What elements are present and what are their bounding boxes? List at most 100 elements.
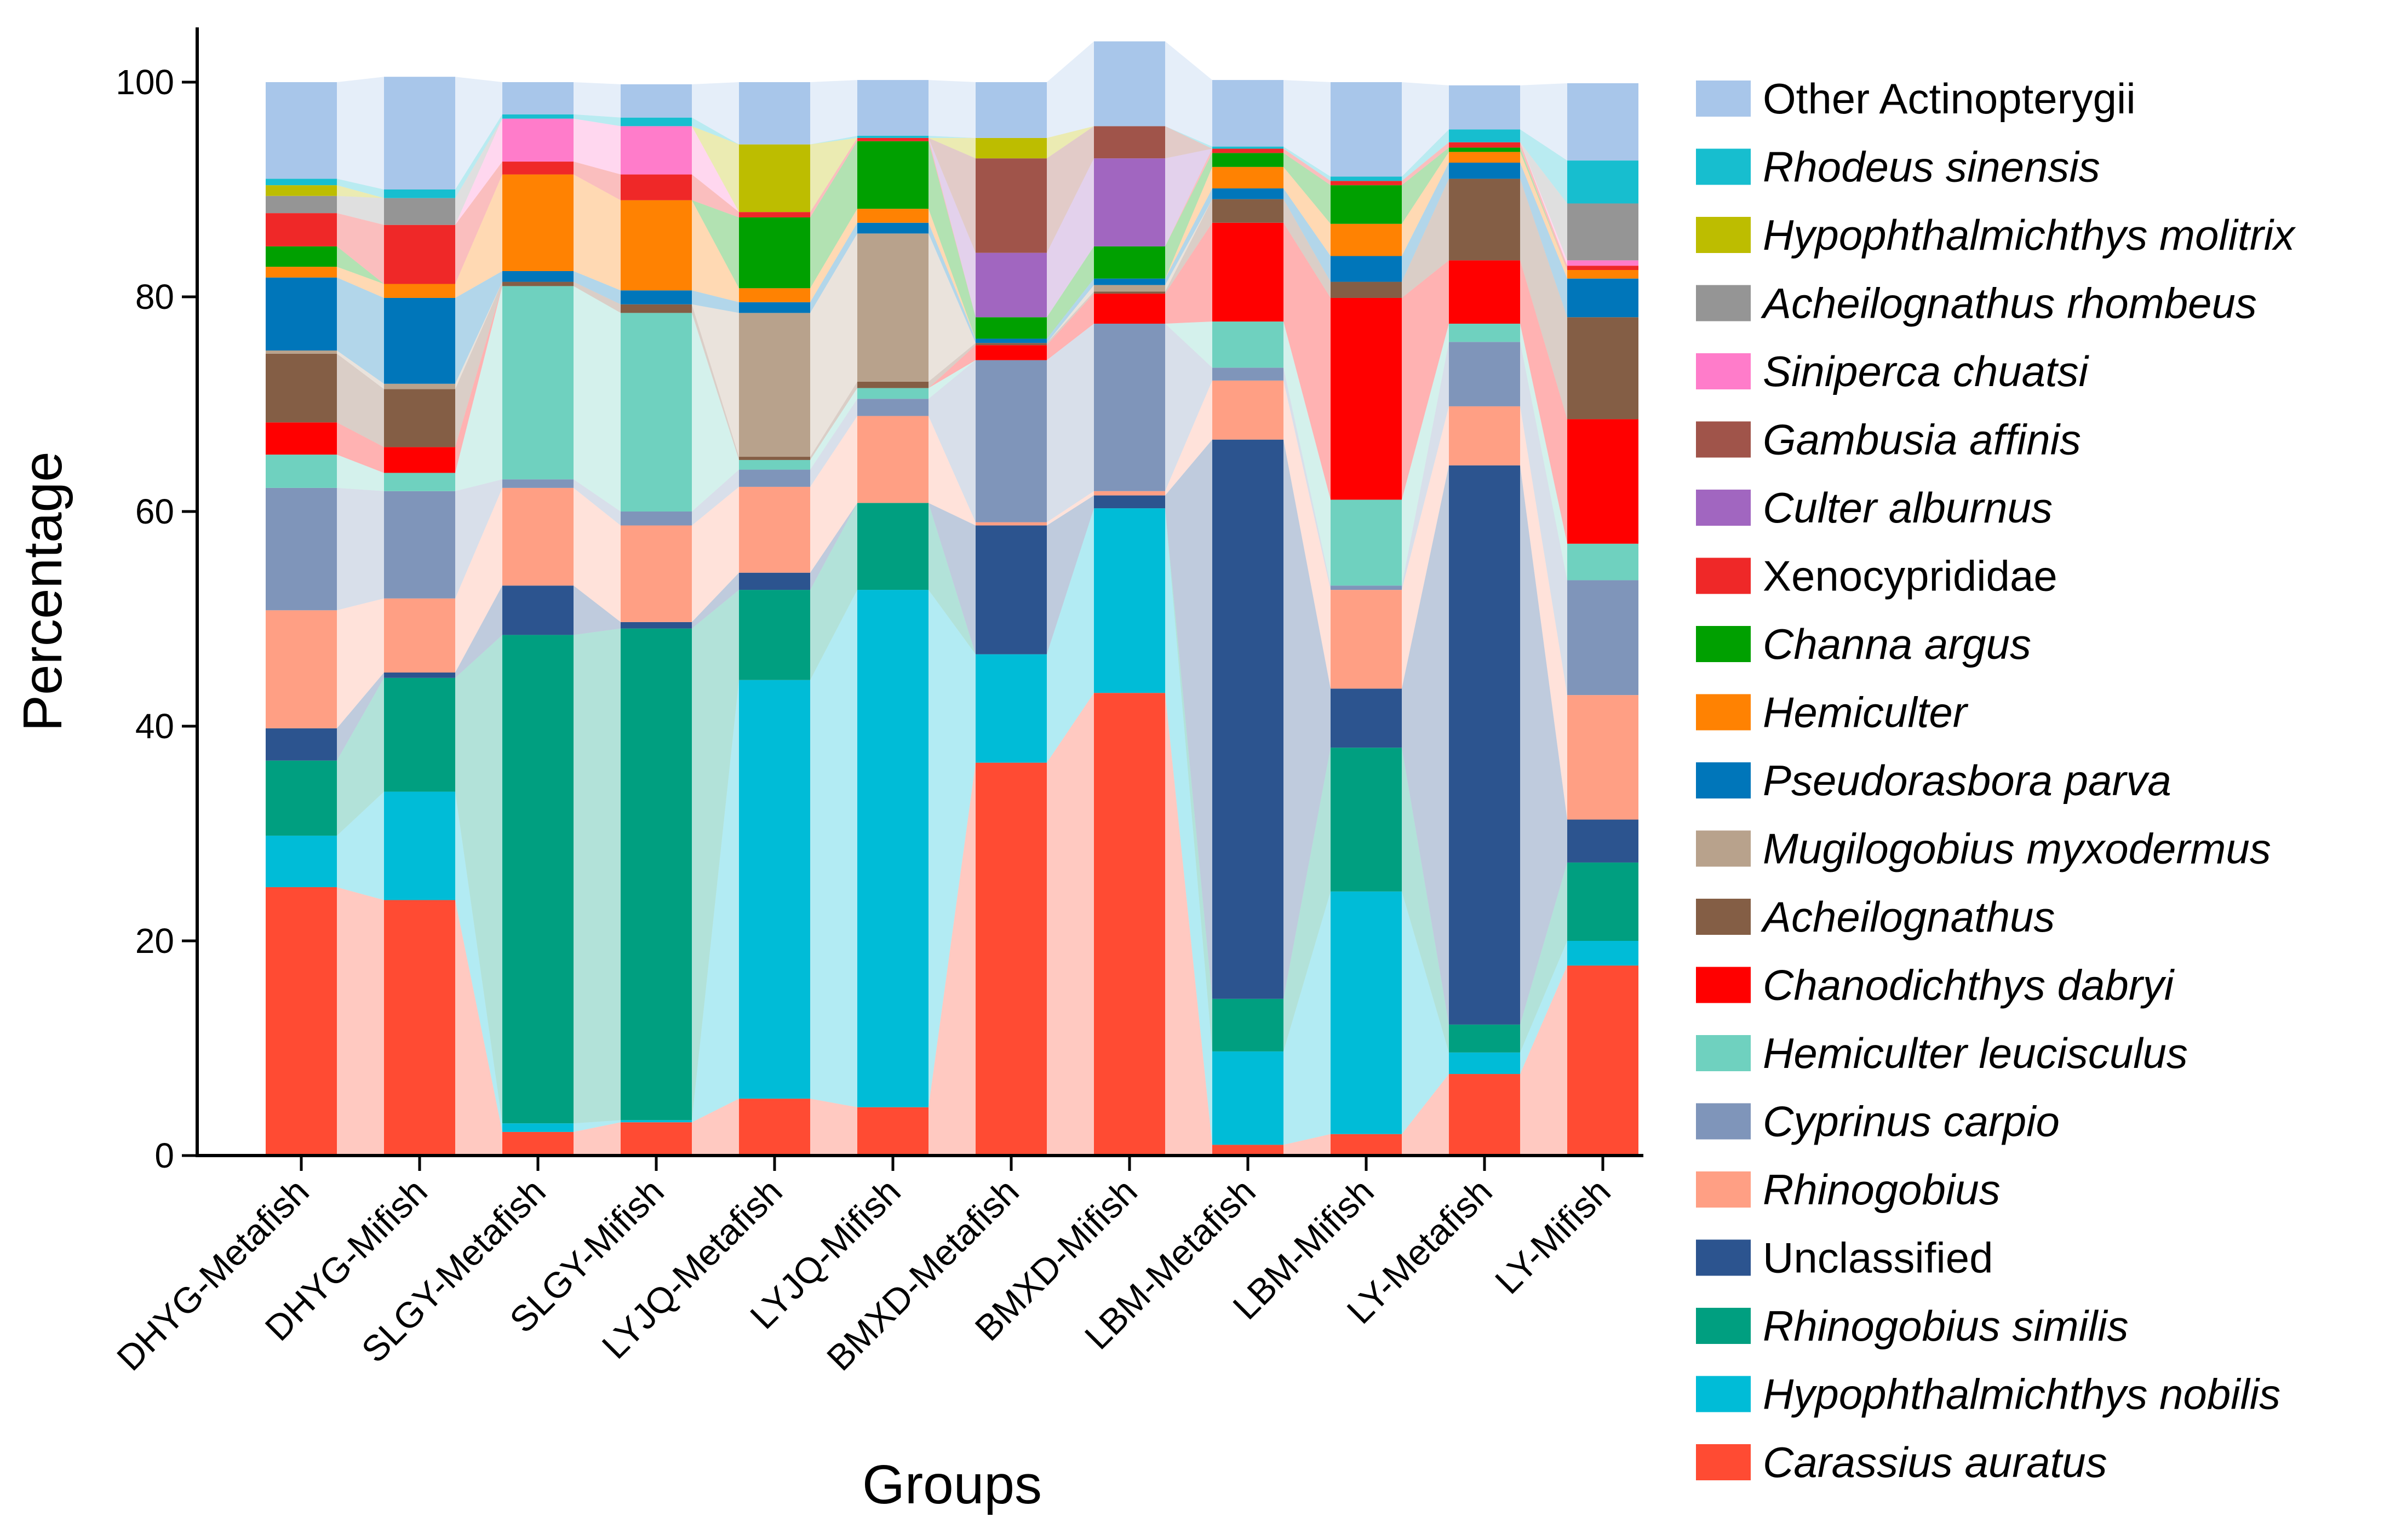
bar-carassius-auratus-bmxd-metafish [976, 762, 1047, 1156]
bar-hemiculter-lyjq-metafish [739, 288, 810, 302]
bar-carassius-auratus-dhyg-mifish [384, 900, 455, 1156]
bar-unclassified-lbm-mifish [1331, 688, 1402, 748]
bar-unclassified-bmxd-mifish [1094, 495, 1165, 509]
bar-chanodichthys-dabryi-bmxd-metafish [976, 345, 1047, 360]
legend: Other Actinopterygii Rhodeus sinensis Hypo… [1696, 74, 2296, 1486]
legend-swatch-rhinogobius-similis [1696, 1308, 1751, 1344]
bar-carassius-auratus-dhyg-metafish [266, 887, 337, 1156]
connector-cyprinus-carpio [1165, 324, 1212, 491]
connector-rhinogobius-similis [1520, 862, 1567, 1053]
legend-label-chanodichthys-dabryi: Chanodichthys dabryi [1763, 961, 2175, 1009]
bar-rhodeus-sinensis-lbm-metafish [1212, 146, 1283, 149]
bar-cyprinus-carpio-lbm-metafish [1212, 367, 1283, 381]
connector-hemiculter-leucisculus [455, 286, 502, 491]
connector-hemiculter [1283, 166, 1331, 256]
legend-swatch-chanodichthys-dabryi [1696, 967, 1751, 1003]
connector-carassius-auratus [1402, 1074, 1449, 1156]
connector-hemiculter [574, 174, 621, 291]
connector-rhinogobius [1047, 491, 1094, 526]
bar-rhinogobius-lyjq-metafish [739, 486, 810, 573]
connector-rhinogobius [810, 416, 857, 573]
connector-rhinogobius-similis [692, 590, 739, 1120]
connector-rhinogobius-similis [1283, 748, 1331, 1051]
connector-channa-argus [1402, 147, 1449, 224]
connector-siniperca-chuatsi [574, 118, 621, 175]
connector-hypophthalmichthys-nobilis [692, 680, 739, 1123]
connector-rhinogobius-similis [1165, 508, 1212, 1051]
bar-carassius-auratus-ly-mifish [1567, 966, 1638, 1156]
connector-acheilognathus [929, 343, 976, 388]
bar-unclassified-dhyg-mifish [384, 673, 455, 678]
bar-channa-argus-bmxd-metafish [976, 317, 1047, 339]
connector-gambusia-affinis [929, 137, 976, 253]
bar-cyprinus-carpio-dhyg-metafish [266, 487, 337, 611]
bar-hypophthalmichthys-nobilis-dhyg-metafish [266, 835, 337, 887]
connector-hemiculter [337, 267, 384, 298]
connector-hemiculter-leucisculus [692, 313, 739, 512]
connector-hemiculter [692, 200, 739, 302]
bar-rhinogobius-slgy-metafish [502, 487, 574, 586]
bar-xenocyprididae-slgy-metafish [502, 162, 574, 175]
legend-swatch-unclassified [1696, 1239, 1751, 1276]
legend-label-acheilognathus: Acheilognathus [1761, 893, 2055, 941]
legend-label-mugilogobius-myxodermus: Mugilogobius myxodermus [1763, 825, 2271, 873]
connector-carassius-auratus [455, 900, 502, 1156]
bar-mugilogobius-myxodermus-bmxd-mifish [1094, 285, 1165, 292]
bar-chanodichthys-dabryi-lbm-mifish [1331, 297, 1402, 500]
connector-cyprinus-carpio [1283, 367, 1331, 590]
bar-hemiculter-lbm-metafish [1212, 166, 1283, 189]
connector-pseudorasbora-parva [810, 222, 857, 313]
connector-hemiculter [929, 209, 976, 339]
connector-other-actinopterygii [337, 77, 384, 189]
bar-other-actinopterygii-slgy-metafish [502, 82, 574, 114]
legend-label-channa-argus: Channa argus [1763, 620, 2031, 668]
bar-acheilognathus-rhombeus-dhyg-mifish [384, 198, 455, 225]
bar-acheilognathus-bmxd-metafish [976, 343, 1047, 346]
bar-xenocyprididae-dhyg-mifish [384, 225, 455, 284]
bar-rhinogobius-bmxd-metafish [976, 522, 1047, 526]
bar-rhinogobius-similis-lbm-mifish [1331, 748, 1402, 892]
bar-rhodeus-sinensis-lyjq-mifish [857, 136, 929, 138]
bar-hemiculter-leucisculus-ly-mifish [1567, 543, 1638, 581]
bar-other-actinopterygii-lbm-metafish [1212, 80, 1283, 147]
bar-carassius-auratus-lyjq-mifish [857, 1107, 929, 1156]
bar-rhodeus-sinensis-dhyg-metafish [266, 179, 337, 186]
bar-unclassified-slgy-mifish [621, 622, 692, 629]
bar-channa-argus-lbm-metafish [1212, 153, 1283, 167]
connector-hemiculter-leucisculus [1402, 324, 1449, 586]
legend-swatch-carassius-auratus [1696, 1444, 1751, 1480]
connector-rhinogobius [1402, 406, 1449, 689]
x-axis-title: Groups [862, 1454, 1042, 1515]
bar-hypophthalmichthys-nobilis-lbm-metafish [1212, 1051, 1283, 1145]
legend-label-pseudorasbora-parva: Pseudorasbora parva [1763, 756, 2171, 805]
bar-pseudorasbora-parva-bmxd-metafish [976, 338, 1047, 343]
connector-hypophthalmichthys-nobilis [455, 791, 502, 1132]
connector-channa-argus [1165, 153, 1212, 279]
connector-mugilogobius-myxodermus [455, 281, 502, 389]
connector-carassius-auratus [810, 1099, 857, 1156]
bar-hemiculter-leucisculus-slgy-metafish [502, 286, 574, 480]
bar-channa-argus-bmxd-mifish [1094, 246, 1165, 279]
connector-unclassified [1402, 465, 1449, 1025]
connector-carassius-auratus [574, 1122, 621, 1156]
bar-hemiculter-leucisculus-dhyg-metafish [266, 455, 337, 488]
bar-mugilogobius-myxodermus-lyjq-metafish [739, 313, 810, 457]
connector-other-actinopterygii [810, 80, 857, 145]
legend-swatch-hemiculter [1696, 694, 1751, 731]
connector-hypophthalmichthys-molitrix [929, 137, 976, 159]
connector-hypophthalmichthys-molitrix [810, 137, 857, 212]
bar-xenocyprididae-ly-metafish [1449, 142, 1520, 148]
connector-acheilognathus-rhombeus [455, 118, 502, 225]
legend-swatch-hemiculter-leucisculus [1696, 1035, 1751, 1071]
legend-label-unclassified: Unclassified [1763, 1234, 1993, 1282]
bar-cyprinus-carpio-ly-mifish [1567, 580, 1638, 696]
bar-rhinogobius-similis-slgy-metafish [502, 635, 574, 1124]
bar-pseudorasbora-parva-slgy-metafish [502, 271, 574, 282]
legend-swatch-xenocyprididae [1696, 558, 1751, 594]
connector-hypophthalmichthys-nobilis [1283, 891, 1331, 1145]
bar-cyprinus-carpio-ly-metafish [1449, 342, 1520, 406]
connector-acheilognathus [1283, 199, 1331, 298]
connector-rhodeus-sinensis [1165, 126, 1212, 149]
connector-siniperca-chuatsi [692, 126, 739, 212]
